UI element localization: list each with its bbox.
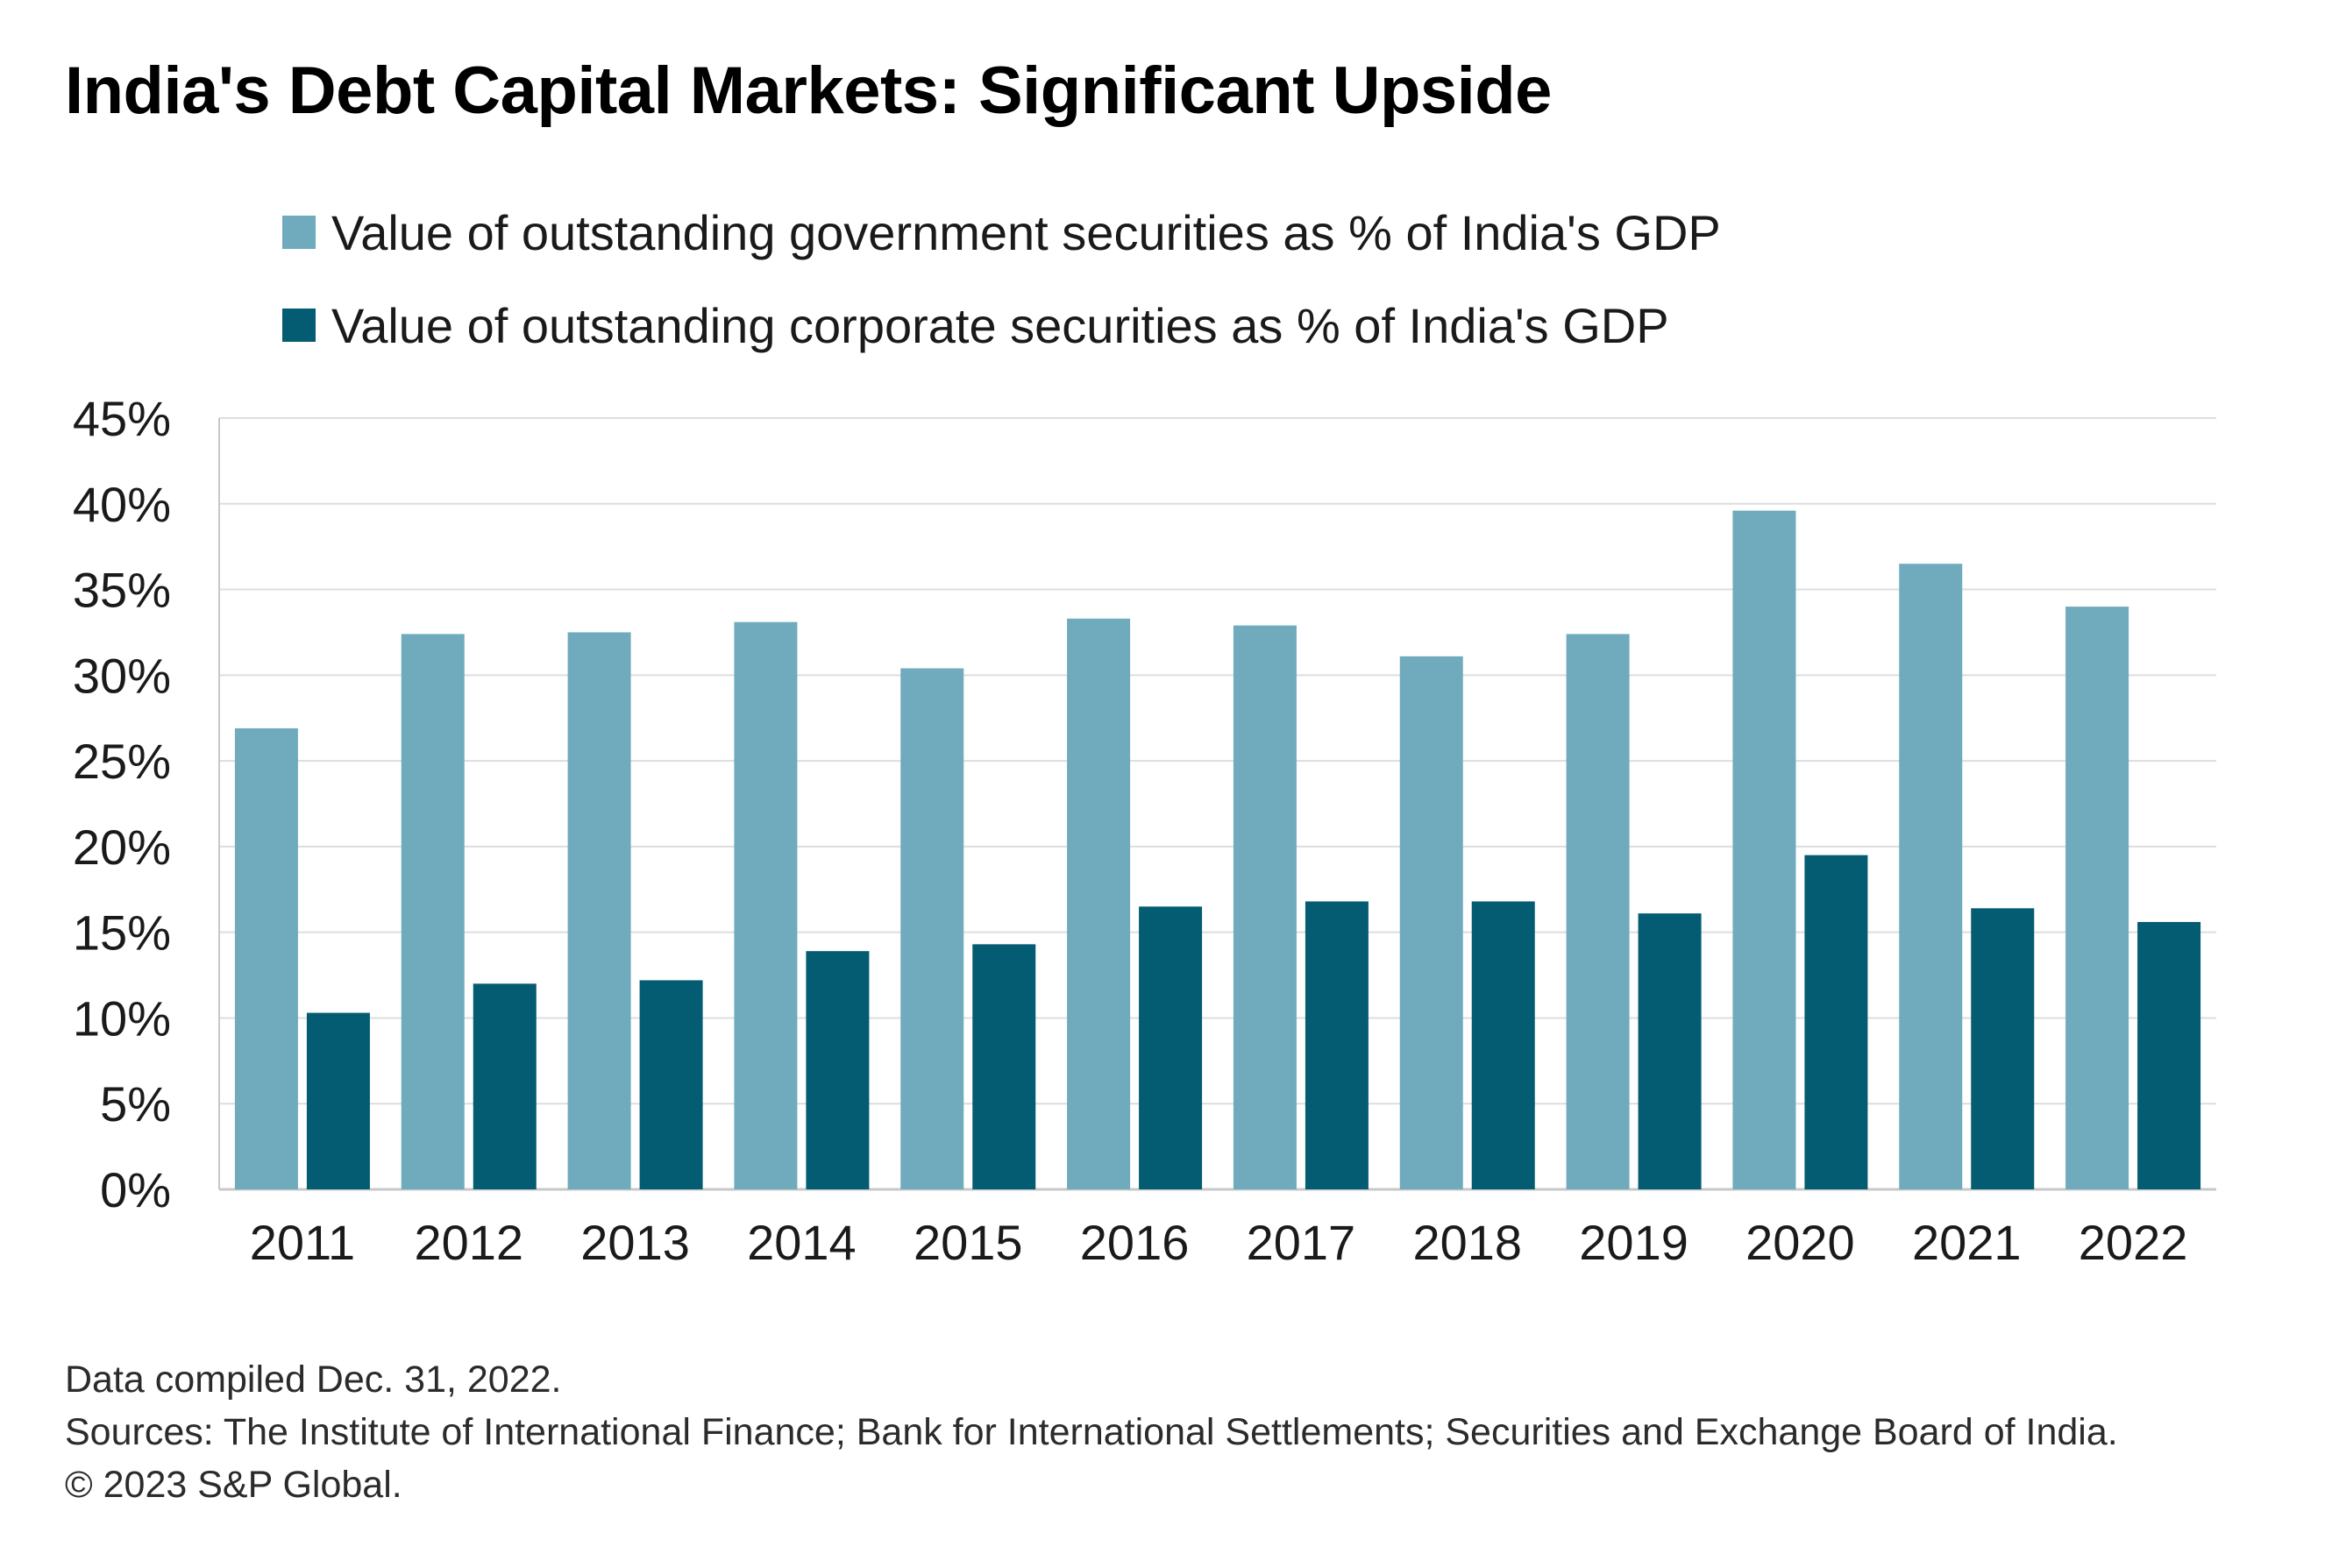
y-axis-ticks: 0% 5% 10% 15% 20% 25% 30% 35% 40% 45%: [73, 391, 171, 1217]
y-tick-label: 25%: [73, 734, 171, 789]
x-tick-label: 2019: [1579, 1215, 1688, 1270]
x-tick-label: 2022: [2079, 1215, 2188, 1270]
bar-government-2016: [1067, 618, 1131, 1189]
x-tick-label: 2012: [414, 1215, 523, 1270]
bar-government-2011: [234, 727, 298, 1189]
bar-government-2015: [900, 668, 964, 1189]
y-tick-label: 5%: [100, 1076, 171, 1132]
bar-corporate-2021: [1971, 908, 2035, 1189]
x-tick-label: 2013: [580, 1215, 690, 1270]
bar-corporate-2018: [1471, 901, 1535, 1189]
legend-item-government: Value of outstanding government securiti…: [282, 186, 1721, 279]
x-tick-label: 2018: [1412, 1215, 1522, 1270]
y-tick-label: 45%: [73, 391, 171, 446]
bar-corporate-2011: [306, 1012, 370, 1189]
bar-government-2020: [1732, 510, 1796, 1189]
bar-corporate-2016: [1139, 906, 1203, 1189]
footnote-sources: Sources: The Institute of International …: [65, 1411, 2118, 1453]
legend-swatch-government: [282, 216, 316, 249]
y-tick-label: 10%: [73, 990, 171, 1046]
bars: [234, 510, 2201, 1189]
bar-government-2021: [1899, 564, 1963, 1189]
y-tick-label: 20%: [73, 819, 171, 875]
bar-government-2012: [401, 634, 465, 1189]
legend: Value of outstanding government securiti…: [282, 186, 1721, 372]
legend-item-corporate: Value of outstanding corporate securitie…: [282, 279, 1721, 372]
footnotes: Data compiled Dec. 31, 2022. Sources: Th…: [65, 1353, 2118, 1511]
footnote-compiled: Data compiled Dec. 31, 2022.: [65, 1359, 562, 1401]
bar-corporate-2017: [1305, 901, 1369, 1189]
gridlines: [218, 417, 2216, 1191]
bar-government-2017: [1233, 625, 1297, 1189]
x-tick-label: 2014: [747, 1215, 857, 1270]
x-tick-label: 2021: [1912, 1215, 2022, 1270]
bar-government-2018: [1399, 656, 1463, 1189]
bar-corporate-2014: [806, 951, 870, 1189]
x-tick-label: 2015: [914, 1215, 1023, 1270]
y-tick-label: 0%: [100, 1162, 171, 1217]
bar-government-2013: [567, 632, 631, 1189]
y-tick-label: 35%: [73, 563, 171, 618]
legend-swatch-corporate: [282, 309, 316, 342]
x-tick-label: 2020: [1745, 1215, 1855, 1270]
y-tick-label: 40%: [73, 477, 171, 532]
x-tick-label: 2016: [1080, 1215, 1190, 1270]
bar-corporate-2022: [2137, 921, 2201, 1189]
chart-title: India's Debt Capital Markets: Significan…: [65, 53, 1552, 128]
bar-corporate-2019: [1638, 913, 1702, 1189]
x-tick-label: 2017: [1247, 1215, 1356, 1270]
bar-government-2014: [734, 621, 798, 1189]
legend-label-corporate: Value of outstanding corporate securitie…: [331, 297, 1669, 353]
bar-corporate-2015: [972, 944, 1036, 1189]
x-axis-ticks: 2011 2012 2013 2014 2015 2016 2017 2018 2019 2020…: [250, 1215, 2188, 1270]
footnote-copyright: © 2023 S&P Global.: [65, 1464, 402, 1506]
legend-label-government: Value of outstanding government securiti…: [331, 204, 1721, 260]
bar-corporate-2012: [473, 983, 537, 1189]
y-tick-label: 30%: [73, 648, 171, 703]
bar-government-2022: [2065, 607, 2129, 1189]
bar-chart: 0%5%10%15%20%25%30%35%40%45% 2011 2012 201…: [73, 391, 2216, 1270]
y-tick-label: 15%: [73, 905, 171, 961]
bar-corporate-2020: [1804, 855, 1868, 1189]
x-tick-label: 2011: [250, 1215, 355, 1270]
bar-government-2019: [1566, 634, 1630, 1189]
bar-corporate-2013: [639, 980, 703, 1189]
